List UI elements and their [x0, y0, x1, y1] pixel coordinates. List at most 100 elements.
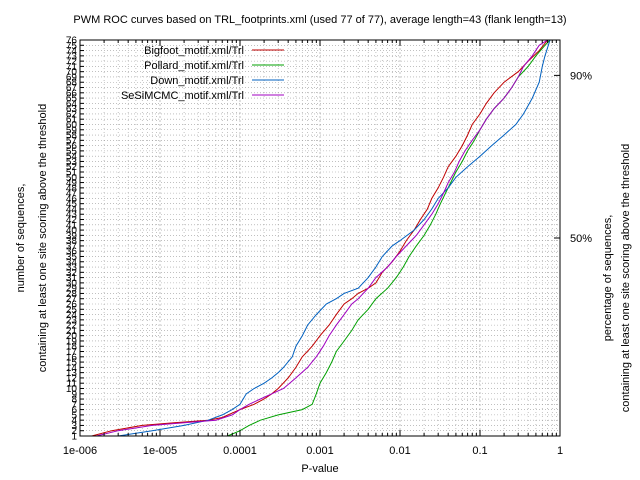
y-tick-label: 13: [66, 368, 78, 379]
y-tick-label: 51: [66, 168, 78, 179]
x-tick-label: 0.001: [306, 445, 334, 457]
y-tick-label: 40: [66, 226, 78, 237]
y-tick-label: 17: [66, 347, 78, 358]
y-tick-label: 1: [71, 432, 77, 443]
y-tick-label: 75: [66, 41, 78, 52]
y-tick-label: 16: [66, 352, 78, 363]
y-tick-label: 53: [66, 157, 78, 168]
x-tick-label: 0.0001: [223, 445, 257, 457]
y-tick-label: 39: [66, 231, 78, 242]
x-tick-label: 1e-006: [63, 445, 97, 457]
y-tick-label: 41: [66, 220, 78, 231]
y-tick-label: 7: [71, 400, 77, 411]
y-tick-label: 55: [66, 146, 78, 157]
y-tick-label: 69: [66, 72, 78, 83]
x-tick-label: 0.01: [389, 445, 410, 457]
y-tick-label: 28: [66, 289, 78, 300]
y-tick-label: 14: [66, 363, 78, 374]
y2-tick-label: 50%: [570, 233, 592, 245]
y-tick-label: 36: [66, 247, 78, 258]
y-tick-label: 64: [66, 99, 78, 110]
chart-title: PWM ROC curves based on TRL_footprints.x…: [73, 14, 566, 26]
y-tick-label: 43: [66, 210, 78, 221]
y-tick-label: 27: [66, 294, 78, 305]
y-tick-label: 9: [71, 389, 77, 400]
y-tick-label: 67: [66, 83, 78, 94]
y-tick-label: 60: [66, 120, 78, 131]
y-tick-label: 56: [66, 141, 78, 152]
x-axis-label: P-value: [301, 463, 338, 475]
y-tick-label: 8: [71, 395, 77, 406]
y-tick-label: 20: [66, 331, 78, 342]
y2-tick-label: 90%: [570, 70, 592, 82]
y-tick-label: 66: [66, 88, 78, 99]
x-tick-label: 1: [557, 445, 563, 457]
series-line: [91, 39, 548, 437]
legend-label: Down_motif.xml/Trl: [150, 75, 244, 87]
y-tick-label: 25: [66, 305, 78, 316]
y-axis-label-line2: containing at least one site scoring abo…: [37, 104, 49, 372]
y-tick-label: 18: [66, 342, 78, 353]
y-tick-label: 59: [66, 125, 78, 136]
y-tick-label: 63: [66, 104, 78, 115]
y-tick-label: 61: [66, 115, 78, 126]
y-tick-label: 10: [66, 384, 78, 395]
y-tick-label: 15: [66, 358, 78, 369]
y-tick-label: 31: [66, 273, 78, 284]
y-tick-label: 57: [66, 136, 78, 147]
y-tick-label: 38: [66, 236, 78, 247]
y-tick-label: 4: [71, 416, 77, 427]
legend-label: SeSiMCMC_motif.xml/Trl: [121, 90, 244, 102]
y-tick-label: 12: [66, 373, 78, 384]
y-tick-label: 46: [66, 194, 78, 205]
grid-lines: [80, 40, 560, 436]
y-tick-label: 65: [66, 94, 78, 105]
y-tick-label: 26: [66, 300, 78, 311]
y-tick-label: 54: [66, 152, 78, 163]
y-axis-label-line1: number of sequences,: [15, 184, 27, 293]
y-tick-label: 44: [66, 204, 78, 215]
y-tick-label: 35: [66, 252, 78, 263]
y-tick-label: 47: [66, 189, 78, 200]
series-line: [96, 39, 548, 437]
y-tick-label: 5: [71, 410, 77, 421]
y-tick-label: 33: [66, 263, 78, 274]
y-tick-label: 21: [66, 326, 78, 337]
y-tick-label: 6: [71, 405, 77, 416]
legend: Bigfoot_motif.xml/Trl Pollard_motif.xml/T…: [121, 45, 284, 102]
y-tick-label: 19: [66, 336, 78, 347]
y-tick-label: 71: [66, 62, 78, 73]
y-tick-label: 72: [66, 57, 78, 68]
y-tick-label: 76: [66, 36, 78, 47]
y-tick-label: 22: [66, 321, 78, 332]
y-tick-label: 73: [66, 51, 78, 62]
y-tick-label: 23: [66, 315, 78, 326]
y-tick-label: 68: [66, 78, 78, 89]
y-tick-label: 29: [66, 284, 78, 295]
y-tick-label: 58: [66, 131, 78, 142]
y-tick-label: 3: [71, 421, 77, 432]
y2-axis-label-line1: percentage of sequences,: [602, 215, 614, 342]
y-tick-label: 24: [66, 310, 78, 321]
y-axis-ticks: 1234567891011121314151617181920212223242…: [66, 36, 84, 443]
y-tick-label: 49: [66, 178, 78, 189]
y-tick-label: 45: [66, 199, 78, 210]
series-lines: [91, 39, 551, 437]
x-tick-label: 1e-005: [143, 445, 177, 457]
y-tick-label: 74: [66, 46, 78, 57]
x-tick-label: 0.1: [472, 445, 487, 457]
y-tick-label: 11: [67, 379, 78, 390]
y2-axis-label-line2: containing at least one site scoring abo…: [620, 144, 632, 412]
y2-axis-ticks: 50% 90%: [554, 70, 592, 245]
y-tick-label: 52: [66, 162, 78, 173]
x-axis-ticks: 1e-006 1e-005 0.0001 0.001 0.01 0.1 1: [63, 40, 563, 457]
y-tick-label: 70: [66, 67, 78, 78]
y-tick-label: 34: [66, 257, 78, 268]
y-tick-label: 62: [66, 109, 78, 120]
series-line: [118, 39, 551, 437]
y-tick-label: 48: [66, 183, 78, 194]
legend-label: Pollard_motif.xml/Trl: [144, 60, 244, 72]
y-tick-label: 32: [66, 268, 78, 279]
legend-label: Bigfoot_motif.xml/Trl: [144, 45, 244, 57]
